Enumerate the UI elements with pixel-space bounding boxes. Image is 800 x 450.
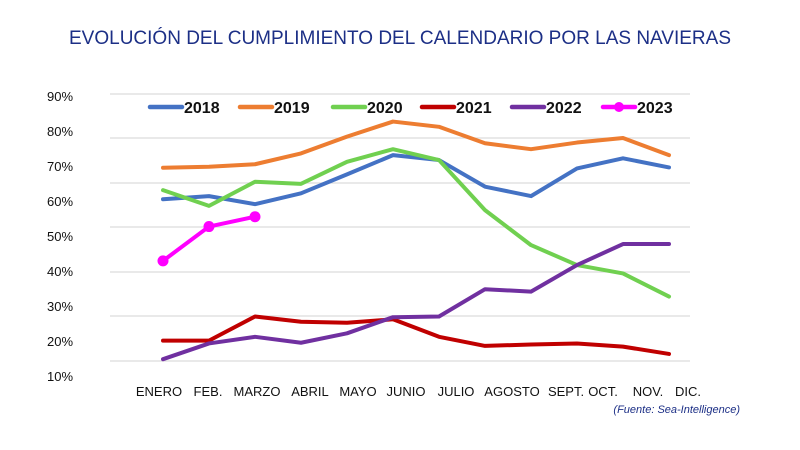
y-tick-label: 70%	[47, 159, 73, 174]
legend-label: 2018	[184, 100, 220, 117]
y-tick-label: 20%	[47, 334, 73, 349]
legend-label: 2020	[367, 100, 403, 117]
data-point-2023	[249, 211, 261, 223]
x-tick-label: MARZO	[234, 384, 281, 399]
legend-label: 2021	[456, 100, 492, 117]
x-tick-label: FEB.	[194, 384, 223, 399]
x-tick-label: JULIO	[438, 384, 475, 399]
legend-label: 2022	[546, 100, 582, 117]
y-tick-label: 90%	[47, 89, 73, 104]
y-tick-label: 80%	[47, 124, 73, 139]
x-tick-label: AGOSTO	[484, 384, 539, 399]
legend-marker-2023	[614, 102, 624, 112]
source-note: (Fuente: Sea-Intelligence)	[613, 404, 740, 416]
y-tick-label: 50%	[47, 229, 73, 244]
series-line-2019	[161, 119, 671, 170]
x-tick-label: NOV.	[633, 384, 664, 399]
legend-label: 2019	[274, 100, 310, 117]
y-tick-label: 30%	[47, 299, 73, 314]
series-line-2020	[161, 147, 671, 299]
x-tick-label: OCT.	[588, 384, 618, 399]
x-tick-label: DIC.	[675, 384, 701, 399]
series-line-2022	[161, 242, 671, 362]
data-point-2023	[157, 255, 169, 267]
x-tick-label: MAYO	[339, 384, 376, 399]
x-tick-label: ENERO	[136, 384, 182, 399]
y-tick-label: 60%	[47, 194, 73, 209]
x-tick-label: ABRIL	[291, 384, 329, 399]
y-axis: 90% 80% 70% 60% 50% 40% 30% 20% 10%	[47, 89, 73, 384]
legend-label: 2023	[637, 100, 673, 117]
x-axis: ENERO FEB. MARZO ABRIL MAYO JUNIO JULIO AGOSTO S…	[136, 384, 701, 399]
y-tick-label: 40%	[47, 264, 73, 279]
series-line-2018	[161, 153, 671, 207]
series-lines	[157, 119, 671, 362]
y-tick-label: 10%	[47, 369, 73, 384]
chart-title: EVOLUCIÓN DEL CUMPLIMIENTO DEL CALENDARI…	[69, 27, 731, 49]
x-tick-label: JUNIO	[387, 384, 426, 399]
legend: 2018 2019 2020 2021 2022 2023	[147, 100, 673, 117]
series-line-2021	[161, 314, 671, 356]
x-tick-label: SEPT.	[548, 384, 584, 399]
data-point-2023	[203, 221, 215, 233]
